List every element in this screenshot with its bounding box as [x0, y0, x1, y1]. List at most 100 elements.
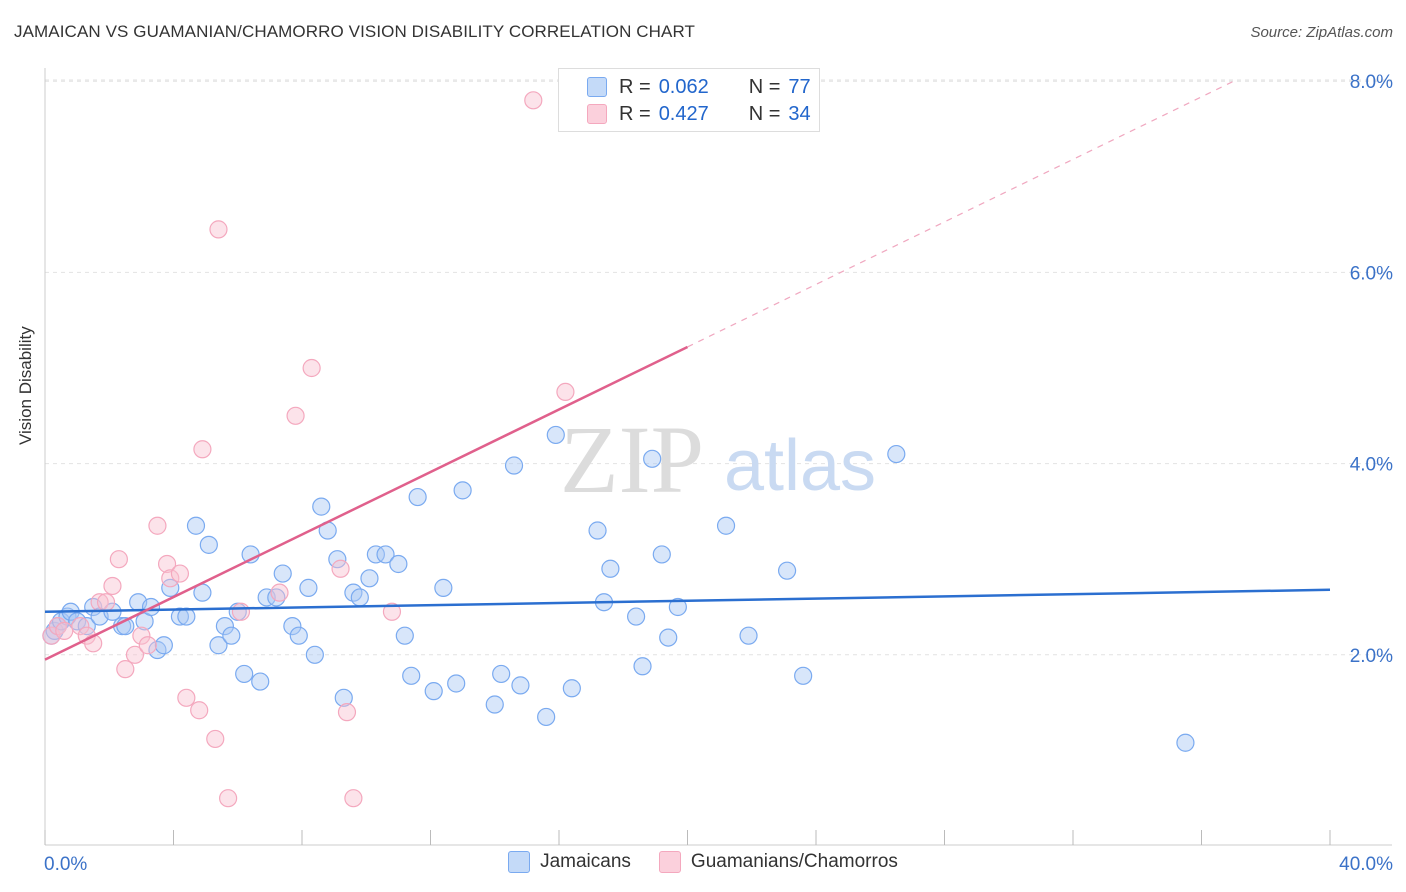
legend-swatch-blue [587, 77, 607, 97]
point-jamaican [170, 607, 190, 626]
point-jamaican [360, 569, 379, 588]
watermark-zip: ZIP [560, 406, 704, 513]
point-jamaican [626, 607, 646, 626]
trend-lines [44, 80, 1331, 661]
point-guamanian [206, 729, 225, 749]
point-jamaican [199, 535, 218, 554]
legend-swatch-guamanians [658, 851, 681, 873]
tick-labels: 2.0% 4.0% 6.0% 8.0% 0.0% 40.0% [44, 72, 1393, 875]
y-axis-label: Vision Disability [16, 326, 35, 445]
legend-n-label: N = [748, 75, 781, 98]
point-jamaican [668, 597, 687, 617]
point-guamanian [177, 688, 196, 707]
point-jamaican [161, 578, 180, 597]
legend-n-value: 77 [788, 75, 811, 98]
point-jamaican [328, 550, 347, 569]
y-tick-label: 4.0% [1350, 455, 1393, 476]
point-guamanian [96, 593, 116, 612]
legend-n-label: N = [748, 102, 781, 125]
point-jamaican [777, 561, 797, 580]
point-jamaican [537, 707, 556, 727]
point-jamaican [716, 516, 736, 535]
point-guamanian [103, 576, 122, 596]
legend-r-value: 0.427 [658, 102, 709, 125]
point-guamanian [270, 583, 289, 602]
point-guamanian [556, 382, 575, 401]
point-jamaican [186, 516, 206, 535]
point-guamanian [138, 636, 157, 655]
point-jamaican [402, 666, 421, 685]
point-jamaican [177, 607, 196, 626]
point-guamanian [193, 440, 212, 459]
point-guamanian [148, 516, 167, 535]
point-jamaican [209, 636, 228, 655]
point-jamaican [794, 666, 813, 685]
point-jamaican [601, 559, 620, 578]
point-jamaican [652, 545, 671, 564]
point-guamanian [109, 550, 128, 569]
point-jamaican [546, 425, 565, 445]
point-jamaican [588, 521, 607, 540]
legend-r-value: 0.062 [658, 75, 709, 98]
point-jamaican [366, 545, 385, 564]
legend-swatch-jamaicans [508, 851, 531, 873]
point-jamaican [334, 688, 353, 707]
legend-item-jamaicans: Jamaicans [508, 851, 631, 873]
point-jamaican [299, 578, 318, 597]
point-jamaican [395, 626, 414, 645]
chart-title: JAMAICAN VS GUAMANIAN/CHAMORRO VISION DI… [14, 22, 696, 41]
point-jamaican [434, 578, 453, 597]
legend-n-value: 34 [788, 102, 811, 125]
point-jamaican [643, 449, 662, 468]
legend-label-jamaicans: Jamaicans [540, 851, 631, 872]
legend-swatch-pink [587, 104, 607, 124]
point-jamaican [739, 626, 758, 645]
point-guamanian [209, 220, 228, 239]
y-tick-label: 6.0% [1350, 263, 1393, 284]
point-jamaican [154, 636, 173, 655]
point-jamaican [251, 672, 270, 691]
point-jamaican [453, 481, 472, 500]
point-jamaican [376, 545, 395, 564]
y-tick-label: 8.0% [1350, 72, 1393, 93]
legend-item-guamanians: Guamanians/Chamorros [658, 851, 898, 873]
x-tick-label-max: 40.0% [1339, 854, 1393, 875]
x-tick-label-min: 0.0% [44, 854, 87, 875]
point-jamaican [633, 657, 652, 676]
point-jamaican [222, 626, 241, 645]
trend-line-guamanians-extension [687, 80, 1234, 348]
point-guamanian [302, 358, 321, 378]
point-guamanian [382, 602, 402, 621]
legend-row-guamanians: R = 0.427 N = 34 [559, 100, 811, 128]
point-guamanian [71, 617, 90, 636]
trend-line-guamanians [44, 345, 689, 661]
point-guamanian [55, 621, 74, 641]
point-jamaican [235, 664, 254, 684]
point-guamanian [157, 554, 177, 574]
point-jamaican [389, 554, 408, 574]
point-guamanian [231, 602, 251, 621]
point-guamanian [337, 703, 357, 722]
point-jamaican [312, 497, 331, 516]
point-jamaican [562, 679, 581, 698]
point-guamanian [190, 701, 209, 720]
trend-line-jamaicans [44, 588, 1331, 614]
point-jamaican [273, 564, 292, 583]
legend-r-label: R = [619, 102, 651, 125]
point-guamanian [125, 645, 145, 664]
point-jamaican [887, 444, 906, 464]
point-guamanian [132, 626, 151, 645]
source-label: Source: ZipAtlas.com [1250, 24, 1393, 41]
point-jamaican [511, 676, 530, 695]
point-jamaican [447, 674, 466, 693]
point-jamaican [408, 487, 427, 507]
legend-label-guamanians: Guamanians/Chamorros [690, 851, 898, 872]
point-jamaican [289, 626, 308, 645]
series-legend: Jamaicans Guamanians/Chamorros [0, 851, 1406, 873]
point-jamaican [215, 617, 234, 636]
point-jamaican [283, 617, 302, 636]
point-guamanian [524, 91, 543, 110]
stats-legend: R = 0.062 N = 77 R = 0.427 N = 34 [558, 68, 820, 132]
point-guamanian [219, 789, 238, 808]
